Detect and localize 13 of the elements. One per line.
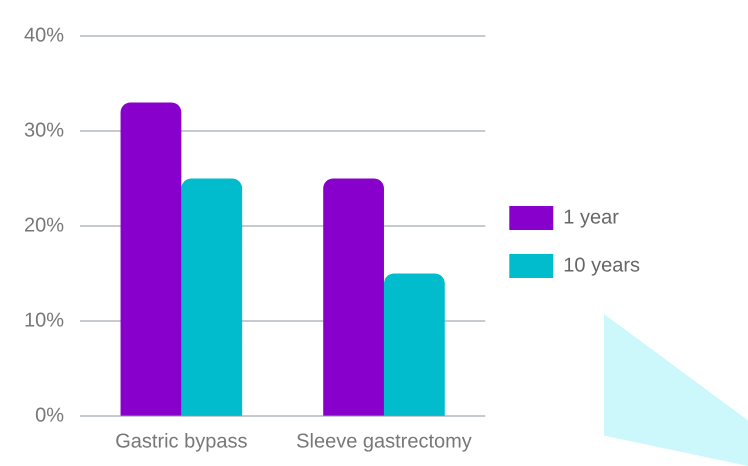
y-tick-label: 0% xyxy=(35,404,64,427)
legend-label: 10 years xyxy=(563,254,640,277)
y-tick-label: 40% xyxy=(24,24,64,47)
x-tick-label: Sleeve gastrectomy xyxy=(296,430,472,453)
bar xyxy=(384,274,445,416)
bar xyxy=(181,178,242,416)
y-tick-label: 10% xyxy=(24,310,64,332)
bar xyxy=(120,102,182,416)
bar xyxy=(323,178,384,416)
legend-label: 1 year xyxy=(563,206,620,229)
y-tick-label: 20% xyxy=(24,214,64,237)
y-tick-label: 30% xyxy=(24,120,64,142)
x-tick-label: Gastric bypass xyxy=(115,430,248,453)
